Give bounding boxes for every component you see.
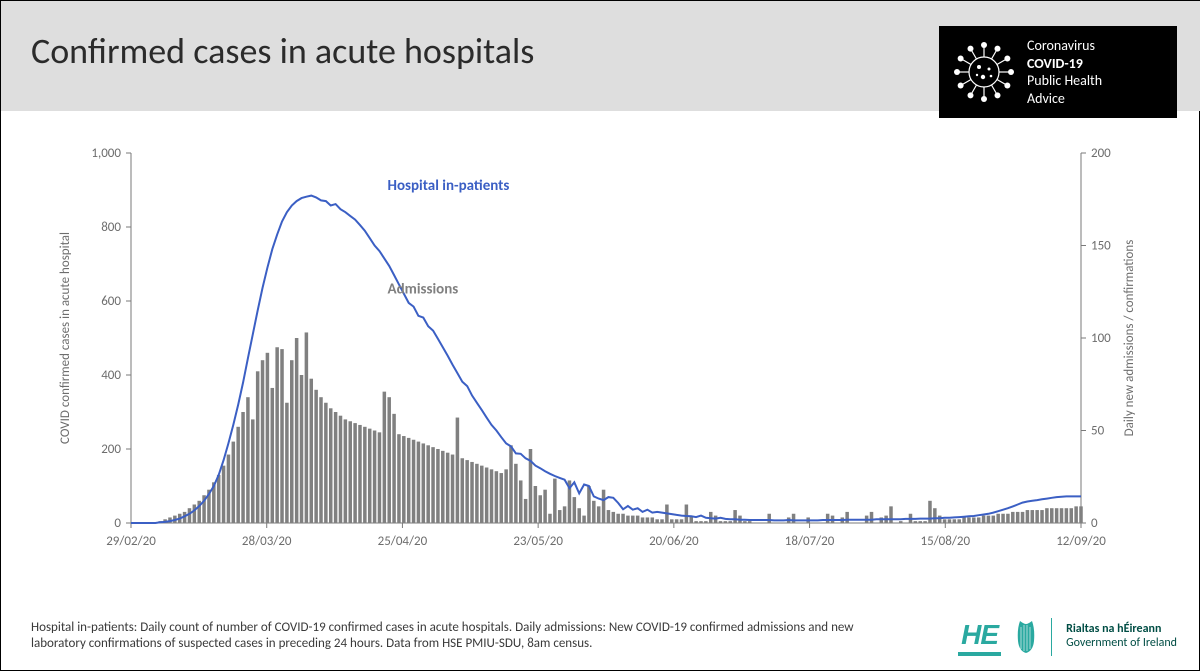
chart: 0 200 400 600 800 1,000 0 50 100 150 200 29/02/20 28… — [49, 141, 1149, 581]
logo-line2: COVID-19 — [1027, 55, 1102, 73]
svg-text:200: 200 — [1091, 146, 1111, 161]
svg-text:15/08/20: 15/08/20 — [920, 534, 970, 549]
gov-irish: Rialtas na hÉireann — [1066, 623, 1177, 637]
svg-text:400: 400 — [101, 368, 121, 383]
gov-text: Rialtas na hÉireann Government of Irelan… — [1066, 623, 1177, 651]
svg-text:Daily new admissions / confirm: Daily new admissions / confirmations — [1122, 240, 1137, 437]
svg-text:28/03/20: 28/03/20 — [242, 534, 292, 549]
virus-icon — [949, 37, 1019, 107]
svg-text:Admissions: Admissions — [388, 281, 459, 299]
gov-logos: HE Rialtas na hÉireann Government of Ire… — [958, 618, 1177, 656]
harp-icon — [1015, 619, 1037, 655]
covid-logo-text: Coronavirus COVID-19 Public Health Advic… — [1027, 37, 1102, 107]
slide: Confirmed cases in acute hospitals Coron… — [0, 0, 1200, 671]
covid-logo: Coronavirus COVID-19 Public Health Advic… — [939, 26, 1177, 118]
hse-logo: HE — [958, 619, 1001, 656]
svg-text:Hospital in-patients: Hospital in-patients — [388, 177, 510, 195]
svg-text:50: 50 — [1091, 424, 1105, 439]
svg-text:1,000: 1,000 — [91, 146, 121, 161]
footer-text: Hospital in-patients: Daily count of num… — [31, 620, 911, 653]
svg-text:29/02/20: 29/02/20 — [106, 534, 156, 549]
chart-svg: 0 200 400 600 800 1,000 0 50 100 150 200 29/02/20 28… — [49, 141, 1149, 581]
svg-text:100: 100 — [1091, 331, 1111, 346]
page-title: Confirmed cases in acute hospitals — [31, 29, 534, 73]
svg-text:COVID confirmed cases in acute: COVID confirmed cases in acute hospital — [58, 232, 73, 444]
svg-text:0: 0 — [114, 516, 121, 531]
svg-text:200: 200 — [101, 442, 121, 457]
logo-line4: Advice — [1027, 90, 1102, 108]
svg-text:0: 0 — [1091, 516, 1098, 531]
svg-text:800: 800 — [101, 220, 121, 235]
gov-english: Government of Ireland — [1066, 637, 1177, 651]
svg-text:20/06/20: 20/06/20 — [649, 534, 699, 549]
logo-line1: Coronavirus — [1027, 37, 1102, 55]
svg-text:25/04/20: 25/04/20 — [378, 534, 428, 549]
svg-text:600: 600 — [101, 294, 121, 309]
gov-separator — [1051, 618, 1052, 656]
svg-text:12/09/20: 12/09/20 — [1056, 534, 1106, 549]
svg-text:150: 150 — [1091, 239, 1111, 254]
svg-text:23/05/20: 23/05/20 — [513, 534, 563, 549]
logo-line3: Public Health — [1027, 72, 1102, 90]
svg-text:18/07/20: 18/07/20 — [785, 534, 835, 549]
